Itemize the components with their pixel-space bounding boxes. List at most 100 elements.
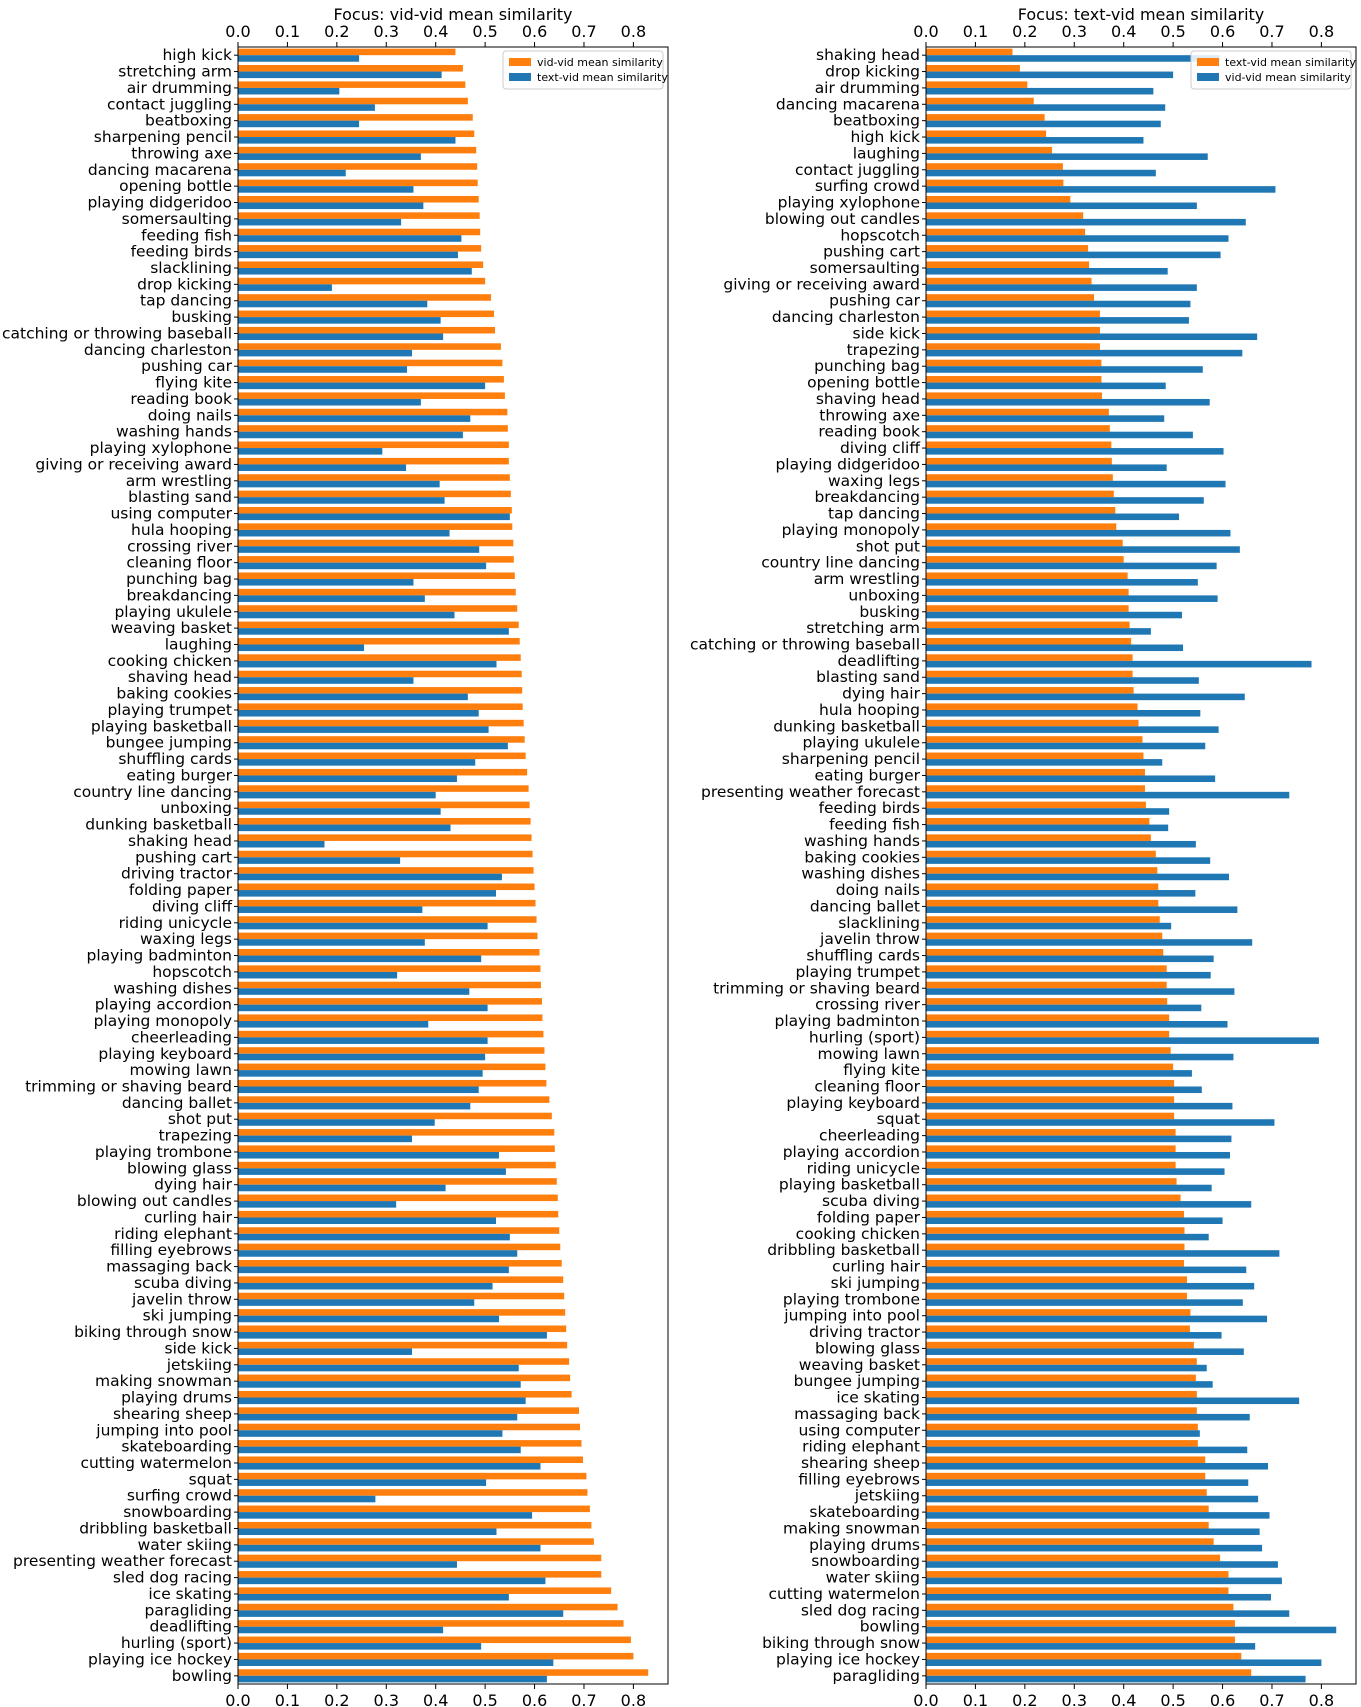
- bar-series-1: [926, 195, 1071, 203]
- bar-series-1: [238, 1047, 545, 1054]
- bar-series-1: [926, 310, 1100, 318]
- bar-series-1: [238, 408, 508, 416]
- bar-series-2: [238, 431, 463, 439]
- bar-series-2: [926, 529, 1231, 537]
- bar-series-1: [238, 1243, 561, 1251]
- x-tick-label-top: 0.4: [1111, 22, 1136, 41]
- category-label: folding paper: [817, 1208, 921, 1226]
- category-label: shaving head: [816, 390, 920, 408]
- bar-series-2: [926, 742, 1206, 750]
- bar-series-2: [238, 202, 424, 210]
- x-tick-label-top: 0.8: [621, 22, 646, 41]
- category-label: trapezing: [847, 341, 920, 359]
- bar-series-1: [926, 1129, 1176, 1136]
- category-label: blasting sand: [816, 668, 920, 686]
- bar-series-1: [238, 343, 501, 350]
- bar-series-1: [238, 1145, 555, 1152]
- bar-series-2: [926, 1463, 1269, 1470]
- bar-series-1: [238, 294, 492, 301]
- bar-series-1: [238, 1603, 618, 1611]
- bar-series-1: [238, 948, 540, 956]
- bar-series-2: [926, 284, 1197, 291]
- bar-series-1: [238, 703, 523, 710]
- bar-series-2: [238, 513, 510, 521]
- bar-series-1: [238, 572, 515, 580]
- category-label: driving tractor: [121, 865, 233, 883]
- category-label: beatboxing: [145, 112, 232, 130]
- bar-series-2: [926, 137, 1144, 144]
- category-label: playing ukulele: [114, 603, 232, 621]
- bar-series-2: [238, 1463, 541, 1470]
- x-tick-label-bottom: 0.6: [1210, 1691, 1235, 1707]
- x-tick-label-top: 0.2: [324, 22, 349, 41]
- x-tick-label-bottom: 0.8: [621, 1691, 646, 1707]
- category-label: opening bottle: [119, 177, 232, 195]
- bar-series-1: [238, 1554, 602, 1562]
- x-tick-label-bottom: 0.1: [275, 1691, 300, 1707]
- category-label: blowing out candles: [77, 1192, 232, 1210]
- category-label: washing hands: [116, 423, 232, 441]
- bar-series-2: [926, 1282, 1255, 1290]
- category-label: presenting weather forecast: [13, 1552, 232, 1570]
- category-label: using computer: [110, 505, 232, 523]
- category-label: baking cookies: [116, 685, 232, 703]
- bar-series-2: [238, 120, 360, 128]
- category-label: riding unicycle: [119, 914, 232, 932]
- bar-series-1: [238, 670, 522, 678]
- bar-series-1: [926, 801, 1146, 809]
- bar-series-2: [926, 1135, 1232, 1143]
- bar-series-2: [238, 284, 332, 291]
- legend-box: [502, 50, 664, 90]
- bar-series-2: [926, 1675, 1306, 1683]
- bar-series-1: [926, 490, 1114, 498]
- bar-series-2: [926, 873, 1229, 881]
- bar-series-2: [238, 1528, 497, 1536]
- bar-series-2: [238, 251, 458, 259]
- bar-series-1: [238, 605, 518, 612]
- bar-series-1: [926, 506, 1116, 514]
- category-label: paragliding: [833, 1667, 920, 1685]
- category-label: playing didgeridoo: [775, 455, 920, 473]
- bar-series-1: [926, 359, 1102, 367]
- category-label: trimming or shaving beard: [25, 1077, 232, 1095]
- bar-series-1: [926, 1243, 1185, 1251]
- bar-series-1: [926, 1636, 1235, 1644]
- bar-series-1: [238, 818, 531, 825]
- category-label: drop kicking: [825, 63, 920, 81]
- category-label: deadlifting: [837, 652, 920, 670]
- category-label: hula hooping: [131, 521, 232, 539]
- legend-label: vid-vid mean similarity: [537, 56, 663, 69]
- bar-series-2: [926, 104, 1166, 111]
- bar-series-2: [238, 1250, 518, 1257]
- bar-series-2: [926, 971, 1211, 979]
- category-label: playing ice hockey: [88, 1650, 232, 1668]
- bar-series-1: [238, 1227, 560, 1234]
- bar-series-1: [926, 48, 1013, 56]
- bar-series-2: [926, 1037, 1319, 1044]
- category-label: cooking chicken: [796, 1225, 920, 1243]
- category-label: breakdancing: [126, 586, 232, 604]
- bar-series-2: [926, 759, 1163, 766]
- bar-series-2: [238, 660, 497, 668]
- category-label: shaking head: [816, 46, 920, 64]
- bar-series-1: [238, 392, 505, 399]
- bar-series-2: [926, 169, 1156, 177]
- x-tick-label-bottom: 0.3: [1062, 1691, 1087, 1707]
- category-label: contact juggling: [107, 95, 232, 113]
- legend: text-vid mean similarity vid-vid mean sim…: [1190, 50, 1356, 90]
- bar-series-1: [926, 752, 1144, 760]
- bar-series-2: [926, 300, 1191, 308]
- bar-series-2: [238, 1282, 493, 1290]
- bar-series-2: [926, 87, 1154, 95]
- category-label: busking: [859, 603, 920, 621]
- category-label: throwing axe: [819, 406, 920, 424]
- bar-series-1: [238, 1260, 562, 1267]
- bar-series-2: [926, 1610, 1290, 1617]
- bar-series-1: [926, 114, 1045, 121]
- bar-series-2: [238, 1430, 503, 1437]
- category-label: air drumming: [815, 79, 920, 97]
- bar-series-2: [926, 464, 1167, 471]
- bar-series-1: [238, 1358, 570, 1365]
- bar-series-1: [926, 425, 1110, 432]
- category-label: blasting sand: [128, 488, 232, 506]
